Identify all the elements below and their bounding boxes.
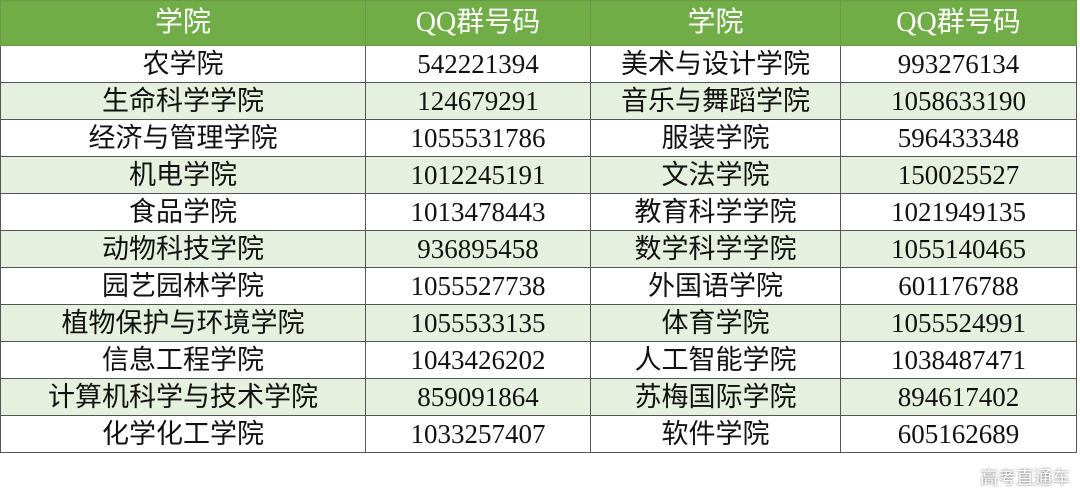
qq-number-cell: 1021949135 [840,193,1077,231]
qq-number-cell: 1055531786 [365,119,591,157]
qq-number-cell: 859091864 [365,378,591,416]
college-name-cell: 文法学院 [590,156,841,194]
college-name-cell: 园艺园林学院 [0,267,366,305]
qq-number-cell: 150025527 [840,156,1077,194]
qq-number-cell: 1013478443 [365,193,591,231]
qq-number-cell: 1038487471 [840,341,1077,379]
college-name-cell: 数学科学学院 [590,230,841,268]
college-name-cell: 动物科技学院 [0,230,366,268]
qq-number-cell: 605162689 [840,415,1077,453]
college-name-cell: 苏梅国际学院 [590,378,841,416]
qq-number-cell: 596433348 [840,119,1077,157]
qq-number-cell: 1055527738 [365,267,591,305]
college-name-cell: 机电学院 [0,156,366,194]
qq-number-cell: 542221394 [365,45,591,83]
college-name-cell: 人工智能学院 [590,341,841,379]
qq-number-cell: 1055140465 [840,230,1077,268]
table-row: 动物科技学院 936895458 数学科学学院 1055140465 [0,230,1077,268]
college-name-cell: 服装学院 [590,119,841,157]
qq-number-cell: 1043426202 [365,341,591,379]
table-body: 农学院 542221394 美术与设计学院 993276134 生命科学学院 124679… [0,45,1077,453]
column-header: 学院 [0,0,366,46]
college-name-cell: 植物保护与环境学院 [0,304,366,342]
college-name-cell: 外国语学院 [590,267,841,305]
qq-group-table: 学院 QQ群号码 学院 QQ群号码 农学院 542221394 美术与设计学院 993276… [0,0,1077,453]
qq-number-cell: 1033257407 [365,415,591,453]
college-name-cell: 计算机科学与技术学院 [0,378,366,416]
college-name-cell: 软件学院 [590,415,841,453]
table-row: 信息工程学院 1043426202 人工智能学院 1038487471 [0,341,1077,379]
table-row: 经济与管理学院 1055531786 服装学院 596433348 [0,119,1077,157]
qq-number-cell: 1055524991 [840,304,1077,342]
qq-number-cell: 1055533135 [365,304,591,342]
qq-number-cell: 124679291 [365,82,591,120]
header-row: 学院 QQ群号码 学院 QQ群号码 [0,0,1077,46]
qq-number-cell: 601176788 [840,267,1077,305]
qq-number-cell: 1058633190 [840,82,1077,120]
watermark: 高考直通车 [980,468,1070,489]
college-name-cell: 美术与设计学院 [590,45,841,83]
qq-number-cell: 993276134 [840,45,1077,83]
table-row: 计算机科学与技术学院 859091864 苏梅国际学院 894617402 [0,378,1077,416]
college-name-cell: 化学化工学院 [0,415,366,453]
column-header: 学院 [590,0,841,46]
college-name-cell: 音乐与舞蹈学院 [590,82,841,120]
college-name-cell: 经济与管理学院 [0,119,366,157]
college-name-cell: 信息工程学院 [0,341,366,379]
qq-number-cell: 1012245191 [365,156,591,194]
table-row: 园艺园林学院 1055527738 外国语学院 601176788 [0,267,1077,305]
column-header: QQ群号码 [840,0,1077,46]
table-row: 生命科学学院 124679291 音乐与舞蹈学院 1058633190 [0,82,1077,120]
college-name-cell: 教育科学学院 [590,193,841,231]
table-row: 植物保护与环境学院 1055533135 体育学院 1055524991 [0,304,1077,342]
college-name-cell: 生命科学学院 [0,82,366,120]
table-row: 化学化工学院 1033257407 软件学院 605162689 [0,415,1077,453]
college-name-cell: 体育学院 [590,304,841,342]
column-header: QQ群号码 [365,0,591,46]
table-row: 机电学院 1012245191 文法学院 150025527 [0,156,1077,194]
table-row: 农学院 542221394 美术与设计学院 993276134 [0,45,1077,83]
college-name-cell: 农学院 [0,45,366,83]
qq-number-cell: 894617402 [840,378,1077,416]
table-row: 食品学院 1013478443 教育科学学院 1021949135 [0,193,1077,231]
qq-number-cell: 936895458 [365,230,591,268]
college-name-cell: 食品学院 [0,193,366,231]
